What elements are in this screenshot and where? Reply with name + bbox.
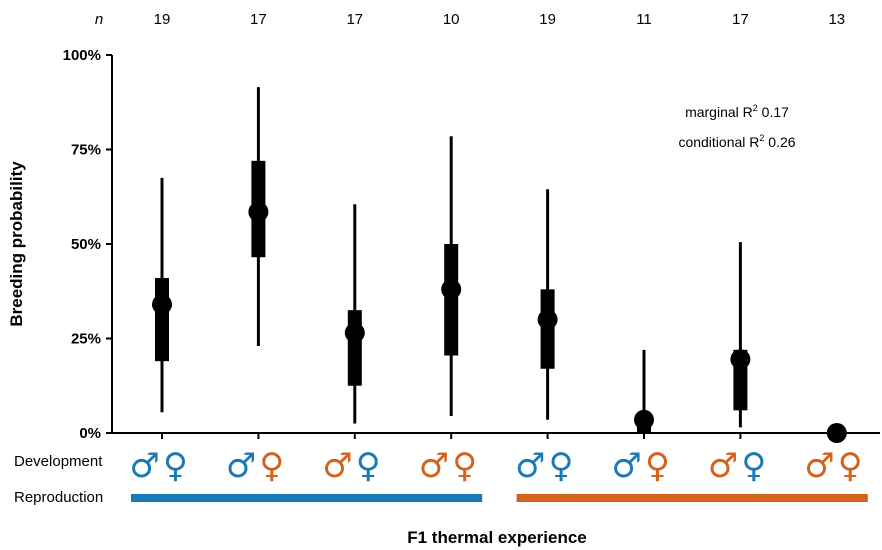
point-estimate [344, 322, 365, 343]
n-header: n [95, 11, 103, 28]
y-tick-label: 100% [63, 47, 101, 64]
data-point-group [152, 177, 172, 413]
data-marks [152, 87, 847, 443]
female-symbol-icon: ♀ [452, 446, 477, 486]
reproduction-bar [516, 494, 868, 502]
point-estimate [826, 423, 847, 443]
male-symbol-icon: ♂ [419, 446, 449, 486]
male-symbol-icon: ♂ [708, 446, 738, 486]
sample-size-row: n 19 17 17 10 19 11 17 13 [95, 11, 845, 28]
x-axis-title: F1 thermal experience [407, 528, 587, 547]
inner-interval-bar [155, 278, 169, 362]
data-point-group [248, 87, 269, 347]
n-value: 13 [828, 11, 845, 28]
female-symbol-icon: ♀ [259, 446, 284, 486]
female-symbol-icon: ♀ [549, 446, 574, 486]
inner-interval-bar [347, 310, 362, 386]
y-tick-label: 50% [71, 236, 101, 253]
data-point-group [730, 242, 751, 428]
development-symbols: ♂ ♀ ♂ ♀ ♂ ♀ ♂ ♀ ♂ ♀ ♂ ♀ ♂ ♀ ♂ ♀ [130, 446, 863, 486]
reproduction-bar [131, 494, 483, 502]
male-symbol-icon: ♂ [804, 446, 834, 486]
female-symbol-icon: ♀ [838, 446, 863, 486]
conditional-r2-annotation: conditional R2 0.26 [678, 133, 795, 150]
n-value: 17 [250, 11, 267, 28]
data-point-group [826, 423, 847, 443]
y-axis-ticks: 0% 25% 50% 75% 100% [63, 47, 112, 442]
marginal-r2-annotation: marginal R2 0.17 [685, 103, 789, 120]
data-point-group [344, 204, 365, 424]
development-row-label: Development [14, 453, 103, 470]
point-estimate [248, 201, 269, 222]
data-point-group [441, 136, 462, 416]
male-symbol-icon: ♂ [515, 446, 545, 486]
n-value: 17 [346, 11, 363, 28]
reproduction-row-label: Reproduction [14, 489, 103, 506]
female-symbol-icon: ♀ [741, 446, 766, 486]
point-estimate [730, 349, 751, 370]
male-symbol-icon: ♂ [226, 446, 256, 486]
inner-interval-bar [444, 244, 459, 356]
female-symbol-icon: ♀ [356, 446, 381, 486]
data-point-group [537, 189, 558, 420]
point-estimate [152, 294, 172, 315]
x-axis-ticks [161, 433, 838, 439]
reproduction-bars [131, 494, 868, 502]
male-symbol-icon: ♂ [322, 446, 352, 486]
n-value: 19 [539, 11, 556, 28]
y-axis-title: Breeding probability [7, 161, 26, 327]
female-symbol-icon: ♀ [163, 446, 188, 486]
y-tick-label: 25% [71, 331, 101, 348]
y-tick-label: 75% [71, 142, 101, 159]
point-estimate [634, 409, 654, 430]
female-symbol-icon: ♀ [645, 446, 670, 486]
n-value: 17 [732, 11, 749, 28]
point-estimate [441, 279, 462, 300]
data-point-group [634, 349, 654, 433]
n-value: 10 [443, 11, 460, 28]
y-tick-label: 0% [79, 425, 101, 442]
male-symbol-icon: ♂ [130, 446, 160, 486]
male-symbol-icon: ♂ [612, 446, 642, 486]
n-value: 19 [154, 11, 171, 28]
n-value: 11 [636, 11, 652, 28]
point-estimate [537, 309, 558, 330]
